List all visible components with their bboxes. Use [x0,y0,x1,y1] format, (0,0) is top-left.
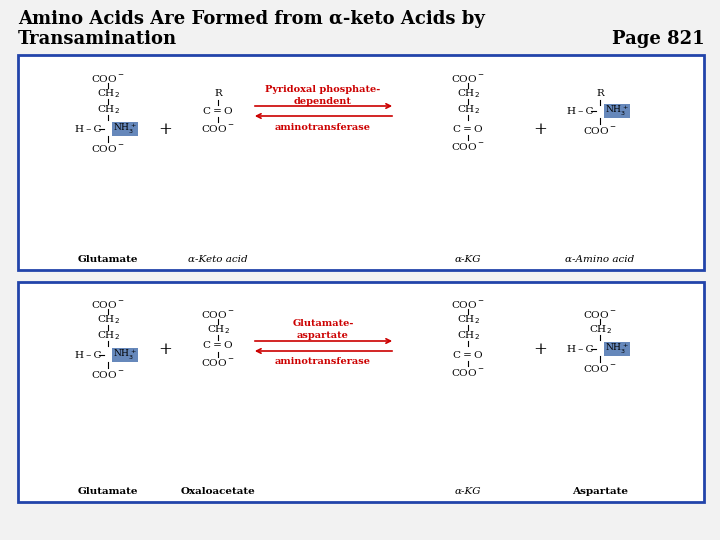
Text: H – C: H – C [75,350,102,360]
Text: COO$^-$: COO$^-$ [91,72,125,84]
Text: α-KG: α-KG [455,488,481,496]
Text: COO$^-$: COO$^-$ [91,368,125,380]
Text: Amino Acids Are Formed from α-keto Acids by: Amino Acids Are Formed from α-keto Acids… [18,10,485,28]
Text: R: R [214,90,222,98]
Text: COO$^-$: COO$^-$ [451,140,485,152]
Text: COO$^-$: COO$^-$ [201,123,235,133]
Text: COO$^-$: COO$^-$ [201,357,235,368]
Text: +: + [158,120,172,138]
Text: NH$_3^+$: NH$_3^+$ [113,348,137,362]
Text: CH$_2$: CH$_2$ [96,314,120,326]
Bar [18,55,704,270]
Text: Transamination: Transamination [18,30,177,48]
Text: +: + [533,120,547,138]
Text: aspartate: aspartate [297,332,349,341]
Text: Page 821: Page 821 [613,30,705,48]
Text: NH$_3^+$: NH$_3^+$ [113,122,137,136]
Bar [112,348,138,362]
Text: NH$_3^+$: NH$_3^+$ [606,104,629,118]
Text: C = O: C = O [453,350,483,360]
Text: COO$^-$: COO$^-$ [451,299,485,309]
Text: CH$_2$: CH$_2$ [588,323,611,336]
Text: R: R [596,90,604,98]
Text: Pyridoxal phosphate-: Pyridoxal phosphate- [266,84,381,93]
Text: dependent: dependent [294,97,352,105]
Text: C = O: C = O [203,106,233,116]
Text: aminotransferase: aminotransferase [275,123,371,132]
Text: CH$_2$: CH$_2$ [456,314,480,326]
Text: Oxaloacetate: Oxaloacetate [181,488,256,496]
Text: Glutamate-: Glutamate- [292,320,354,328]
Text: Aspartate: Aspartate [572,488,628,496]
Text: COO$^-$: COO$^-$ [583,362,617,374]
Bar [604,104,630,118]
Text: H – C: H – C [567,345,593,354]
Text: aminotransferase: aminotransferase [275,357,371,367]
Text: CH$_2$: CH$_2$ [456,104,480,117]
Bar [112,122,138,136]
Text: NH$_3^+$: NH$_3^+$ [606,342,629,356]
Bar [604,342,630,356]
Text: Glutamate: Glutamate [78,255,138,265]
Text: C = O: C = O [203,341,233,350]
Bar [18,282,704,502]
Text: +: + [533,341,547,359]
Text: CH$_2$: CH$_2$ [207,323,230,336]
Text: CH$_2$: CH$_2$ [96,87,120,100]
Text: CH$_2$: CH$_2$ [456,87,480,100]
Text: H – C: H – C [567,106,593,116]
Text: COO$^-$: COO$^-$ [201,308,235,320]
Text: COO$^-$: COO$^-$ [91,299,125,309]
Text: CH$_2$: CH$_2$ [96,329,120,342]
Text: COO$^-$: COO$^-$ [451,72,485,84]
Text: COO$^-$: COO$^-$ [583,308,617,320]
Text: Glutamate: Glutamate [78,488,138,496]
Text: α-KG: α-KG [455,255,481,265]
Text: CH$_2$: CH$_2$ [96,104,120,117]
Text: +: + [158,341,172,359]
Text: CH$_2$: CH$_2$ [456,329,480,342]
Text: COO$^-$: COO$^-$ [91,143,125,153]
Text: H – C: H – C [75,125,102,133]
Text: α-Keto acid: α-Keto acid [188,255,248,265]
Text: C = O: C = O [453,125,483,133]
Text: α-Amino acid: α-Amino acid [565,255,634,265]
Text: COO$^-$: COO$^-$ [583,125,617,136]
Text: COO$^-$: COO$^-$ [451,367,485,377]
